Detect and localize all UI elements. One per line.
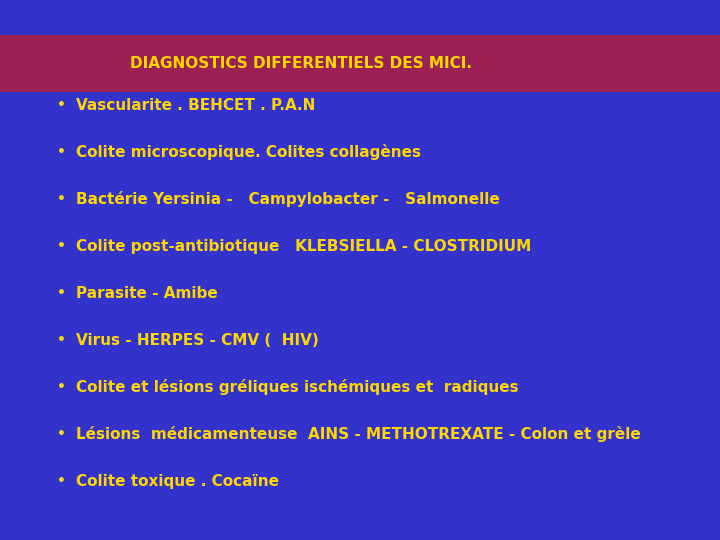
- Text: DIAGNOSTICS DIFFERENTIELS DES MICI.: DIAGNOSTICS DIFFERENTIELS DES MICI.: [130, 56, 472, 71]
- Text: Colite post-antibiotique   KLEBSIELLA - CLOSTRIDIUM: Colite post-antibiotique KLEBSIELLA - CL…: [76, 239, 531, 254]
- Text: Colite et lésions gréliques ischémiques et  radiques: Colite et lésions gréliques ischémiques …: [76, 379, 518, 395]
- Text: •: •: [57, 380, 66, 394]
- Text: •: •: [57, 427, 66, 441]
- Text: •: •: [57, 192, 66, 206]
- Text: •: •: [57, 145, 66, 159]
- Text: •: •: [57, 474, 66, 488]
- Text: Parasite - Amibe: Parasite - Amibe: [76, 286, 217, 301]
- Text: Vascularite . BEHCET . P.A.N: Vascularite . BEHCET . P.A.N: [76, 98, 315, 113]
- Text: Colite microscopique. Colites collagènes: Colite microscopique. Colites collagènes: [76, 144, 420, 160]
- Bar: [0, 35, 720, 92]
- Text: Colite toxique . Cocaïne: Colite toxique . Cocaïne: [76, 474, 279, 489]
- Text: Virus - HERPES - CMV (  HIV): Virus - HERPES - CMV ( HIV): [76, 333, 318, 348]
- Text: Lésions  médicamenteuse  AINS - METHOTREXATE - Colon et grèle: Lésions médicamenteuse AINS - METHOTREXA…: [76, 426, 640, 442]
- Text: •: •: [57, 98, 66, 112]
- Text: •: •: [57, 286, 66, 300]
- Text: •: •: [57, 333, 66, 347]
- Text: Bactérie Yersinia -   Campylobacter -   Salmonelle: Bactérie Yersinia - Campylobacter - Salm…: [76, 191, 500, 207]
- Text: •: •: [57, 239, 66, 253]
